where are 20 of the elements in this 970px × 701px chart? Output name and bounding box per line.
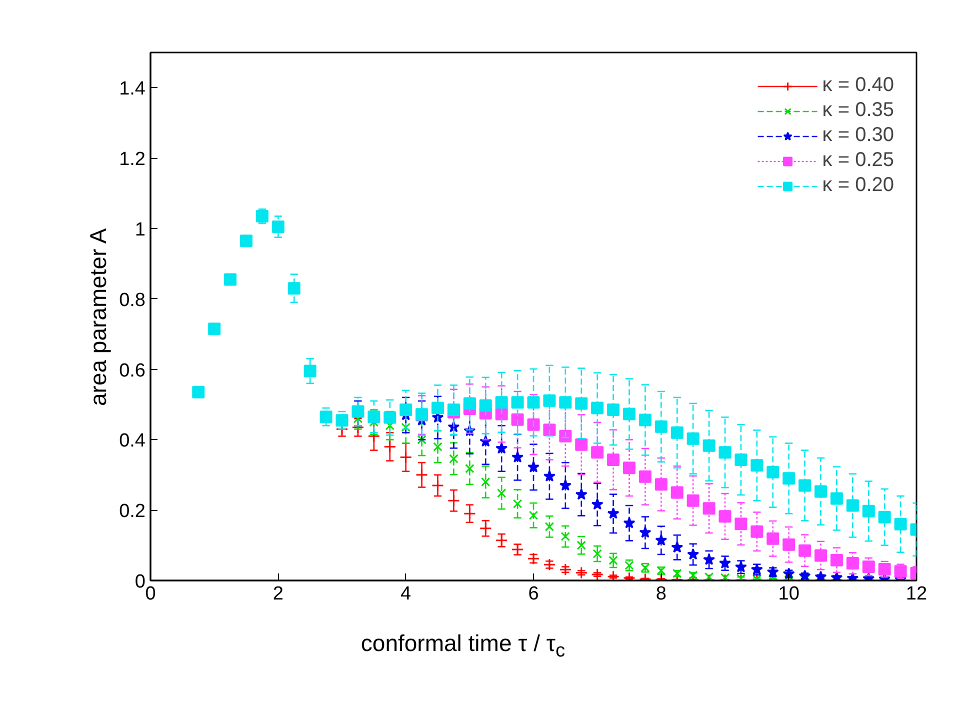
x-tick-label: 4	[400, 584, 412, 604]
y-axis-title: area parameter A	[85, 228, 112, 406]
y-tick-label: 1.4	[119, 78, 146, 100]
x-tick-label: 10	[778, 584, 800, 604]
legend-label: κ = 0.25	[822, 149, 894, 172]
y-tick-label: 0.4	[119, 430, 146, 452]
legend-label: κ = 0.40	[822, 74, 894, 97]
y-tick-label: 0.8	[119, 290, 146, 311]
legend-label: κ = 0.30	[822, 124, 894, 147]
x-tick-label: 2	[272, 584, 284, 604]
legend-label: κ = 0.35	[822, 99, 894, 122]
y-tick-label: 0.2	[119, 501, 146, 522]
legend-label: κ = 0.20	[822, 174, 894, 197]
x-tick-label: 12	[906, 584, 928, 604]
x-tick-label: 6	[528, 584, 539, 604]
y-tick-label: 0.6	[119, 360, 146, 382]
x-axis-title: conformal time τ / τ$_{c}$	[360, 629, 566, 664]
y-tick-label: 1	[134, 220, 146, 240]
y-tick-label: 1.2	[119, 149, 146, 170]
x-tick-label: 8	[656, 584, 666, 604]
